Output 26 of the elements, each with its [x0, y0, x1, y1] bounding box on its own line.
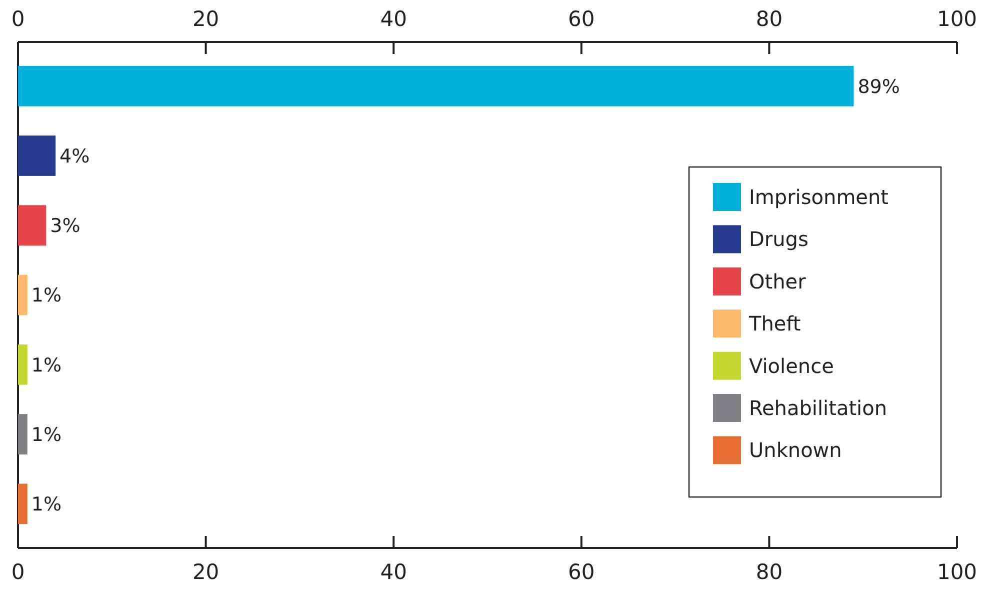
x2-tick-label: 40	[380, 7, 407, 31]
legend-label: Other	[749, 269, 807, 294]
x2-tick-label: 100	[936, 7, 978, 31]
x-tick-label: 100	[936, 560, 978, 584]
x-tick-label: 20	[192, 560, 220, 584]
x2-tick-label: 60	[568, 7, 595, 31]
data-label: 3%	[50, 215, 80, 238]
data-label: 89%	[858, 76, 900, 98]
data-label: 1%	[31, 494, 62, 516]
data-label: 1%	[31, 424, 62, 446]
x2-tick-label: 0	[11, 7, 25, 31]
legend-label: Imprisonment	[749, 185, 889, 209]
x-tick-label: 80	[756, 560, 783, 584]
x2-tick-label: 80	[756, 7, 783, 31]
x-tick-label: 60	[568, 560, 595, 584]
legend-label: Violence	[749, 354, 834, 378]
x-tick-label: 0	[11, 560, 25, 584]
legend-label: Drugs	[749, 227, 808, 252]
legend-label: Theft	[748, 312, 801, 336]
x2-tick-label: 20	[192, 7, 220, 31]
data-label: 1%	[31, 354, 62, 376]
legend-label: Rehabilitation	[749, 396, 888, 420]
data-label: 1%	[31, 284, 62, 307]
legend-label: Unknown	[749, 438, 842, 462]
data-label: 4%	[60, 145, 90, 168]
x-tick-label: 40	[380, 560, 407, 584]
